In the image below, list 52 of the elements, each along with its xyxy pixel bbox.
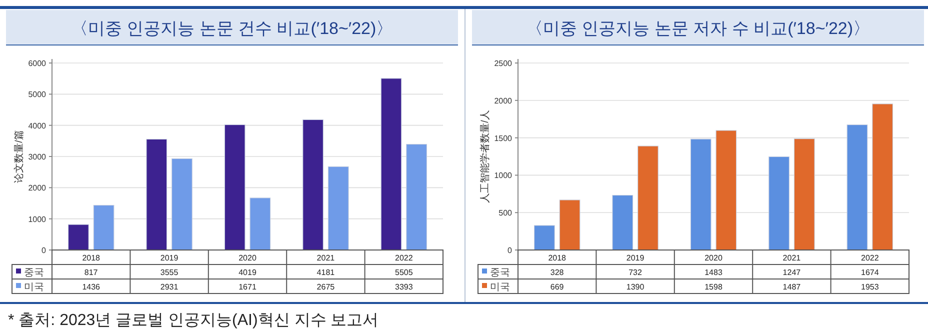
data-label: 817 <box>84 268 98 277</box>
legend-label: 중국 <box>490 268 510 278</box>
data-label: 1671 <box>238 282 257 292</box>
text: * 출처: 2023년 글로벌 인공지능(AI)혁신 지수 보고서 <box>8 312 379 329</box>
data-label: 3555 <box>160 268 179 277</box>
x-tick-label: 2020 <box>704 254 723 262</box>
data-label: 4019 <box>238 268 257 277</box>
data-label: 1487 <box>782 282 802 292</box>
data-label: 328 <box>550 268 564 277</box>
y-tick-label: 0 <box>42 246 47 255</box>
y-tick-label: 1000 <box>28 214 47 224</box>
data-label: 1598 <box>704 282 723 292</box>
x-tick-label: 2018 <box>82 254 101 262</box>
data-label: 1953 <box>861 282 880 292</box>
data-label: 1674 <box>861 268 880 277</box>
data-label: 4181 <box>316 268 336 277</box>
x-tick-label: 2019 <box>626 254 645 262</box>
y-tick-label: 5000 <box>28 90 47 100</box>
data-label: 669 <box>550 282 564 292</box>
x-tick-label: 2019 <box>160 254 179 262</box>
y-tick-label: 2500 <box>494 59 513 68</box>
x-tick-label: 2018 <box>548 254 567 262</box>
y-tick-label: 2000 <box>494 96 513 106</box>
data-label: 2675 <box>316 282 336 292</box>
y-tick-label: 0 <box>508 246 513 255</box>
legend-label: 미국 <box>24 282 44 293</box>
legend-label: 미국 <box>490 282 510 293</box>
y-tick-label: 1500 <box>494 134 513 143</box>
data-label: 1436 <box>82 282 101 292</box>
data-label: 732 <box>628 268 643 277</box>
y-axis-title: 人工智能学者数量/人 <box>479 110 491 203</box>
data-label: 1247 <box>782 268 802 277</box>
y-tick-label: 6000 <box>28 59 47 68</box>
legend-label: 중국 <box>24 268 44 278</box>
y-tick-label: 1000 <box>494 171 513 180</box>
x-tick-label: 2020 <box>238 254 257 262</box>
data-label: 2931 <box>160 282 179 292</box>
y-tick-label: 500 <box>498 208 513 218</box>
data-label: 5505 <box>395 268 414 277</box>
x-tick-label: 2021 <box>316 254 336 262</box>
x-tick-label: 2022 <box>861 254 880 262</box>
data-label: 1483 <box>704 268 723 277</box>
data-label: 3393 <box>395 282 414 292</box>
x-tick-label: 2021 <box>782 254 802 262</box>
y-tick-label: 2000 <box>28 184 47 193</box>
y-axis-title: 论文数量/篇 <box>13 130 25 183</box>
data-label: 1390 <box>626 282 645 292</box>
chart-title: 〈미중 인공지능 논문 건수 비교(′18~′22)〉 <box>70 19 394 38</box>
x-tick-label: 2022 <box>395 254 414 262</box>
y-tick-label: 4000 <box>28 121 47 130</box>
y-tick-label: 3000 <box>28 152 47 162</box>
chart-title: 〈미중 인공지능 논문 저자 수 비교(′18~′22)〉 <box>526 19 870 38</box>
